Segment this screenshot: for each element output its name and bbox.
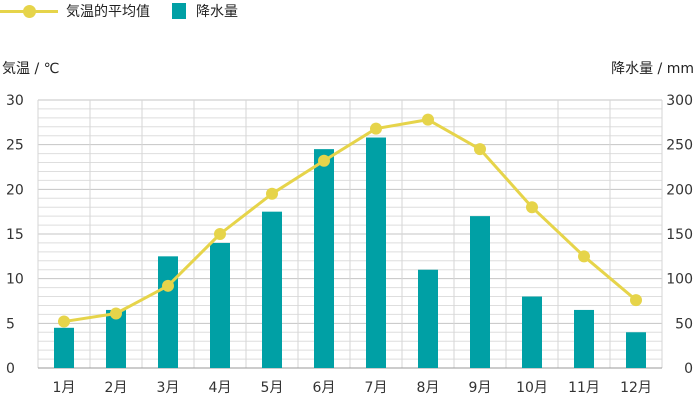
x-axis-tick-label: 12月: [620, 380, 652, 396]
precipitation-bar: [106, 309, 126, 368]
precipitation-bar: [210, 242, 230, 368]
right-axis-tick-label: 0: [684, 361, 693, 377]
temperature-point: [370, 122, 382, 135]
x-axis-tick-label: 11月: [568, 380, 600, 396]
right-axis-tick-label: 50: [675, 316, 693, 332]
temperature-point: [630, 294, 642, 307]
x-axis-tick-label: 3月: [157, 380, 180, 396]
legend-item-temperature: 気温的平均值: [0, 2, 150, 20]
temperature-line: [63, 118, 637, 324]
temperature-point: [110, 307, 122, 320]
left-axis-tick-label: 15: [6, 227, 24, 243]
x-axis-tick-label: 6月: [313, 380, 336, 396]
left-axis-title: 気温 / ℃: [2, 61, 60, 77]
temperature-point: [474, 143, 486, 156]
x-axis-tick-label: 2月: [105, 380, 128, 396]
precipitation-bar: [470, 216, 490, 368]
right-axis-title: 降水量 / mm: [611, 61, 694, 77]
x-axis-tick-label: 8月: [417, 380, 440, 396]
legend-marker-sample: [23, 5, 36, 18]
temperature-point: [318, 154, 330, 167]
legend-label-precipitation: 降水量: [196, 4, 238, 20]
x-axis-tick-label: 9月: [469, 380, 492, 396]
right-axis-tick-label: 300: [666, 93, 693, 109]
precipitation-bar: [418, 269, 438, 368]
legend-label-temperature: 気温的平均值: [66, 4, 150, 20]
x-axis-tick-label: 10月: [516, 380, 548, 396]
x-axis-tick-label: 1月: [53, 380, 76, 396]
legend-bar-swatch: [172, 3, 186, 19]
temperature-point: [526, 201, 538, 214]
left-axis-tick-label: 20: [6, 182, 24, 198]
legend-line-swatch: [0, 2, 58, 20]
right-axis-tick-label: 100: [666, 272, 693, 288]
temperature-point: [162, 279, 174, 292]
x-axis-tick-label: 4月: [209, 380, 232, 396]
precipitation-bar: [574, 309, 594, 368]
precipitation-bar: [522, 296, 542, 368]
precipitation-bar: [262, 211, 282, 368]
precipitation-bar: [626, 332, 646, 368]
x-axis-tick-label: 5月: [261, 380, 284, 396]
temperature-point: [578, 250, 590, 263]
precipitation-bar: [366, 137, 386, 368]
precipitation-bar: [314, 149, 334, 368]
chart-legend: 気温的平均值 降水量: [0, 0, 300, 22]
x-axis-tick-label: 7月: [365, 380, 388, 396]
temperature-point: [266, 187, 278, 200]
left-axis-tick-label: 0: [6, 361, 15, 377]
right-axis-tick-label: 200: [666, 182, 693, 198]
temperature-point: [214, 228, 226, 240]
left-axis-tick-label: 10: [6, 272, 24, 288]
left-axis-tick-label: 5: [6, 316, 15, 332]
left-axis-tick-label: 30: [6, 93, 24, 109]
left-axis-tick-label: 25: [6, 138, 24, 154]
temperature-point: [58, 315, 70, 328]
temperature-point: [422, 113, 434, 126]
precipitation-bar: [54, 327, 74, 368]
right-axis-tick-label: 250: [666, 138, 693, 154]
precipitation-bar: [158, 256, 178, 368]
legend-item-precipitation: 降水量: [172, 2, 238, 20]
right-axis-tick-label: 150: [666, 227, 693, 243]
